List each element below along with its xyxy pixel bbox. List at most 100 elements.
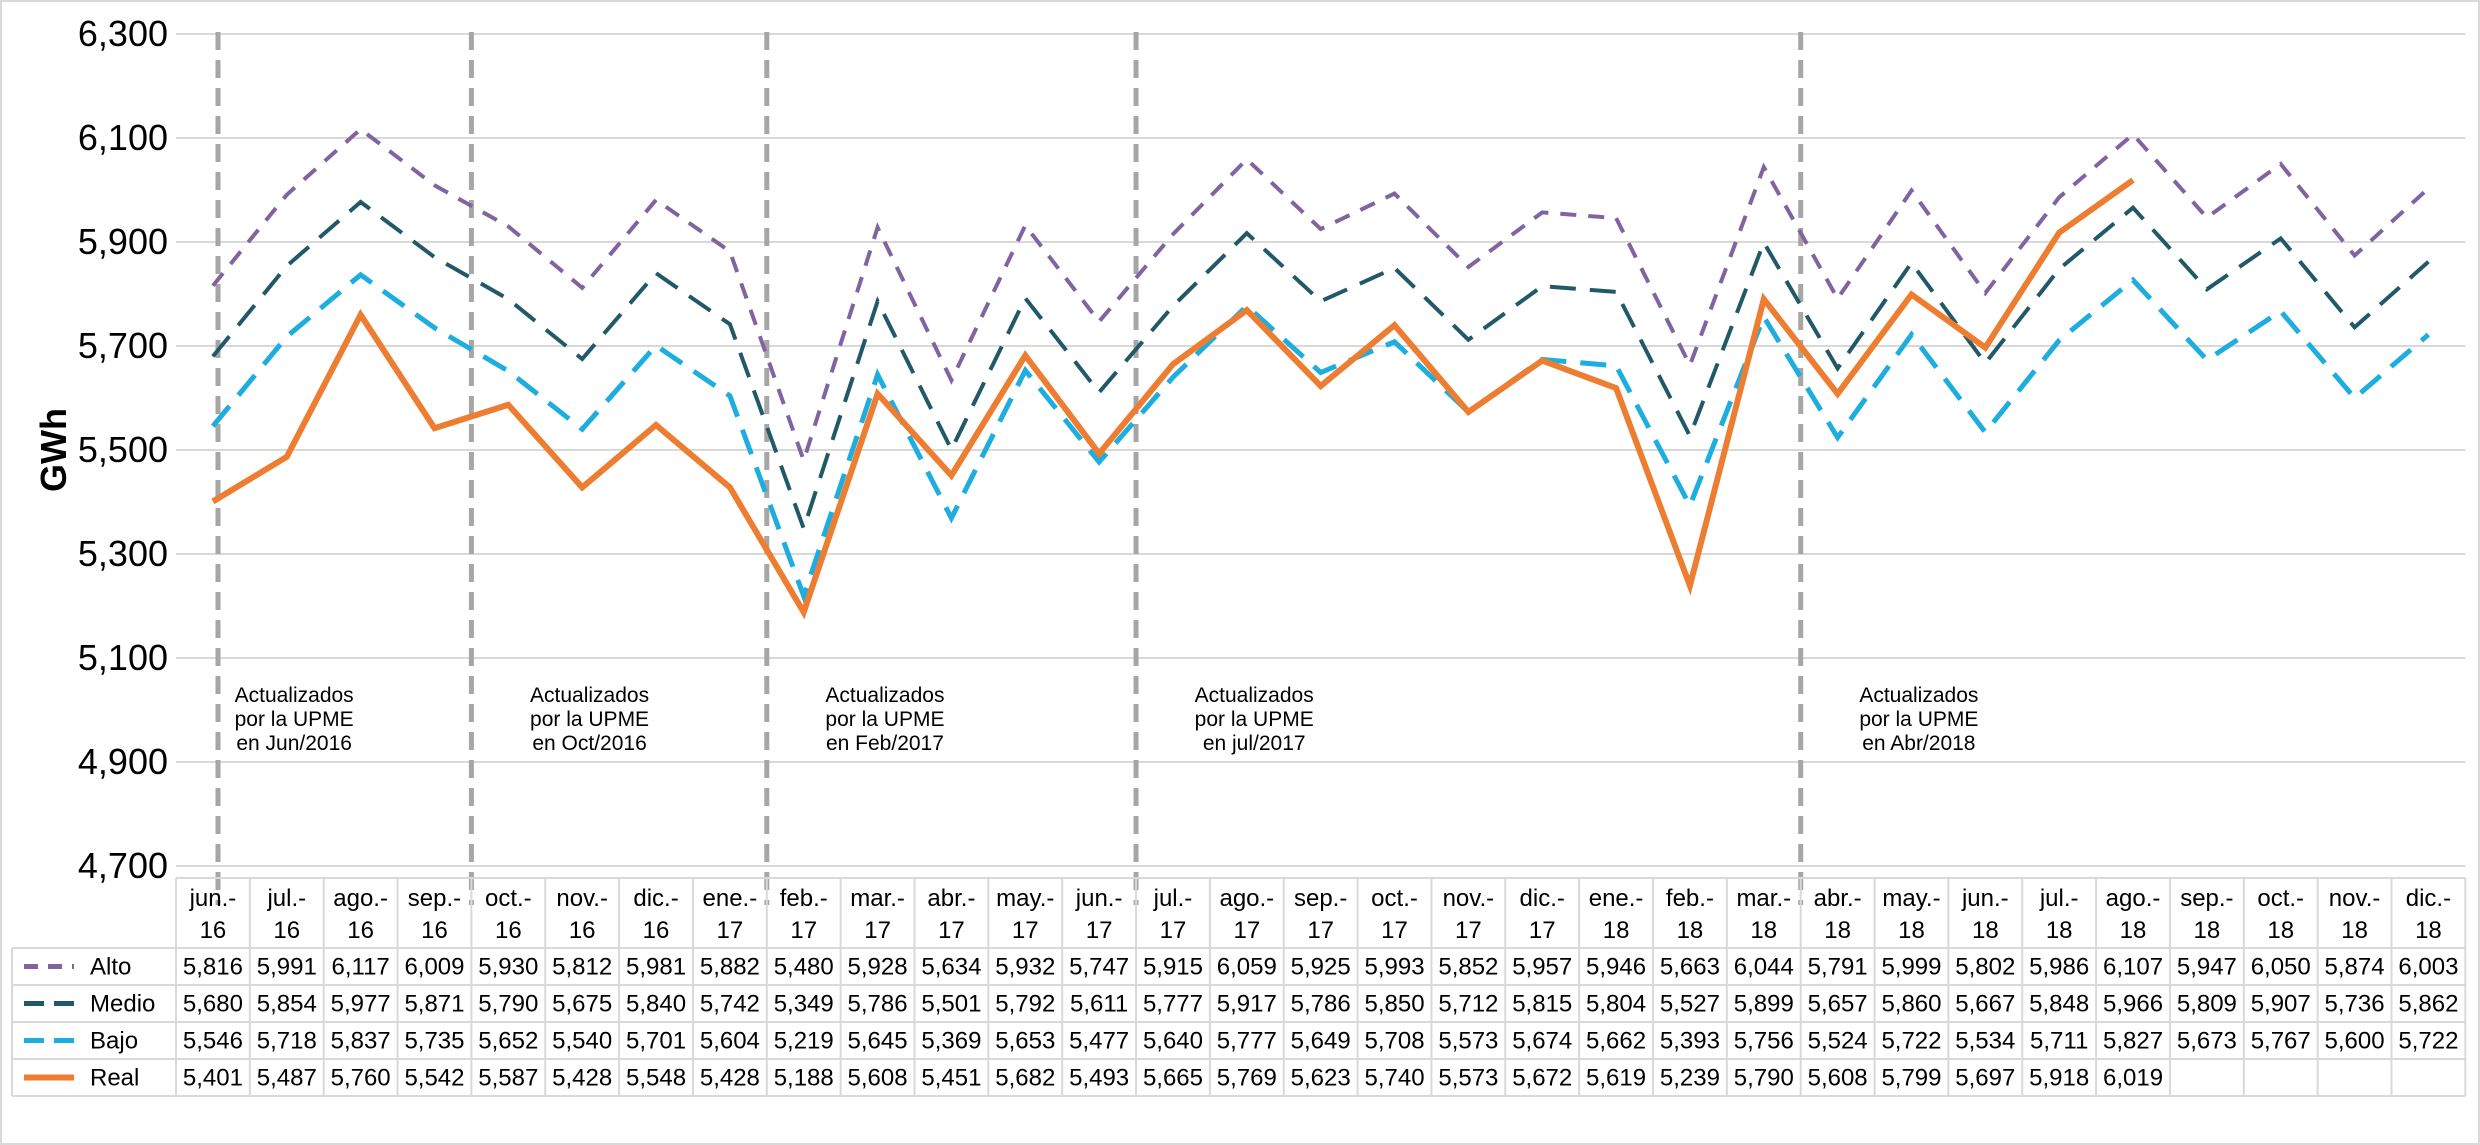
data-table-cell: 6,009 xyxy=(404,954,464,981)
data-table-cell: 5,619 xyxy=(1586,1065,1646,1092)
update-annotation-text: en Oct/2016 xyxy=(532,732,646,755)
x-tick-label-month: jun.- xyxy=(1075,885,1123,912)
x-tick-label-month: jul.- xyxy=(1153,885,1193,912)
x-tick-label-year: 18 xyxy=(1677,917,1704,944)
data-table-cell: 5,827 xyxy=(2103,1028,2163,1055)
data-table-cell: 5,652 xyxy=(478,1028,538,1055)
x-tick-label-month: oct.- xyxy=(2257,885,2304,912)
data-table-cell: 5,534 xyxy=(1955,1028,2015,1055)
update-annotation-text: Actualizados xyxy=(1859,684,1978,707)
data-table-cell: 5,991 xyxy=(257,954,317,981)
x-tick-label-month: dic.- xyxy=(2406,885,2451,912)
data-table-cell: 5,667 xyxy=(1955,991,2015,1018)
x-tick-label-year: 18 xyxy=(2267,917,2294,944)
data-table-cell: 5,219 xyxy=(774,1028,834,1055)
data-table-cell: 5,837 xyxy=(331,1028,391,1055)
data-table-cell: 5,966 xyxy=(2103,991,2163,1018)
x-tick-label-year: 17 xyxy=(1307,917,1334,944)
data-table-cell: 5,840 xyxy=(626,991,686,1018)
x-tick-label-year: 17 xyxy=(717,917,744,944)
x-tick-label-year: 17 xyxy=(864,917,891,944)
data-table-cell: 5,662 xyxy=(1586,1028,1646,1055)
data-table-cell: 5,777 xyxy=(1143,991,1203,1018)
x-tick-label-year: 16 xyxy=(200,917,227,944)
data-table-cell: 5,477 xyxy=(1069,1028,1129,1055)
data-table-cell: 6,044 xyxy=(1734,954,1794,981)
y-tick-label: 6,100 xyxy=(78,117,168,158)
data-table-cell: 5,527 xyxy=(1660,991,1720,1018)
data-table-cell: 5,874 xyxy=(2325,954,2385,981)
data-table-cell: 6,107 xyxy=(2103,954,2163,981)
data-table-cell: 5,882 xyxy=(700,954,760,981)
data-table-cell: 5,675 xyxy=(552,991,612,1018)
x-tick-label-month: mar.- xyxy=(850,885,905,912)
data-table-cell: 5,663 xyxy=(1660,954,1720,981)
data-table-cell: 5,899 xyxy=(1734,991,1794,1018)
data-table-cell: 5,735 xyxy=(404,1028,464,1055)
data-table-cell: 5,792 xyxy=(995,991,1055,1018)
y-axis-label: GWh xyxy=(33,408,74,492)
update-annotation-text: por la UPME xyxy=(825,708,944,731)
x-tick-label-month: sep.- xyxy=(2180,885,2233,912)
x-tick-label-month: jun.- xyxy=(1961,885,2009,912)
data-table-cell: 5,640 xyxy=(1143,1028,1203,1055)
data-table-cell: 5,790 xyxy=(478,991,538,1018)
data-table-cell: 5,809 xyxy=(2177,991,2237,1018)
y-tick-label: 5,100 xyxy=(78,637,168,678)
data-table-cell: 6,019 xyxy=(2103,1065,2163,1092)
data-table-cell: 5,918 xyxy=(2029,1065,2089,1092)
x-tick-label-year: 18 xyxy=(1824,917,1851,944)
update-annotation-text: en Jun/2016 xyxy=(236,732,352,755)
data-table-cell: 6,117 xyxy=(331,954,389,981)
x-tick-label-month: ago.- xyxy=(333,885,388,912)
update-annotation-text: por la UPME xyxy=(1195,708,1314,731)
data-table-cell: 5,742 xyxy=(700,991,760,1018)
data-table-cell: 5,977 xyxy=(331,991,391,1018)
data-table-cell: 5,369 xyxy=(921,1028,981,1055)
x-tick-label-year: 16 xyxy=(495,917,522,944)
data-table-cell: 5,786 xyxy=(1291,991,1351,1018)
x-tick-label-year: 16 xyxy=(421,917,448,944)
data-table-cell: 5,674 xyxy=(1512,1028,1572,1055)
update-annotation-text: por la UPME xyxy=(235,708,354,731)
legend-label-medio: Medio xyxy=(90,991,155,1018)
data-table-cell: 5,634 xyxy=(921,954,981,981)
x-tick-label-year: 16 xyxy=(643,917,670,944)
data-table-cell: 5,957 xyxy=(1512,954,1572,981)
x-tick-label-year: 18 xyxy=(2120,917,2147,944)
update-annotation-text: Actualizados xyxy=(1195,684,1314,707)
data-table-cell: 5,645 xyxy=(848,1028,908,1055)
data-table-cell: 5,852 xyxy=(1438,954,1498,981)
x-tick-label-month: ago.- xyxy=(2106,885,2161,912)
data-table-cell: 5,673 xyxy=(2177,1028,2237,1055)
update-annotation-text: en jul/2017 xyxy=(1203,732,1306,755)
x-tick-label-month: feb.- xyxy=(1666,885,1714,912)
update-annotation-text: Actualizados xyxy=(530,684,649,707)
x-tick-label-month: dic.- xyxy=(1520,885,1565,912)
data-table-cell: 5,907 xyxy=(2251,991,2311,1018)
data-table-cell: 5,777 xyxy=(1217,1028,1277,1055)
x-tick-label-year: 18 xyxy=(1972,917,1999,944)
x-tick-label-year: 17 xyxy=(1233,917,1260,944)
data-table-cell: 5,740 xyxy=(1364,1065,1424,1092)
data-table-cell: 5,747 xyxy=(1069,954,1129,981)
data-table-cell: 5,862 xyxy=(2398,991,2458,1018)
series-line-bajo xyxy=(210,271,2431,604)
data-table-cell: 5,524 xyxy=(1808,1028,1868,1055)
data-table-cell: 5,799 xyxy=(1881,1065,1941,1092)
x-tick-label-year: 17 xyxy=(938,917,965,944)
x-tick-label-month: nov.- xyxy=(2329,885,2381,912)
x-tick-label-year: 17 xyxy=(1012,917,1039,944)
data-table-cell: 5,932 xyxy=(995,954,1055,981)
data-table-cell: 5,540 xyxy=(552,1028,612,1055)
data-table-cell: 5,608 xyxy=(1808,1065,1868,1092)
series-line-alto xyxy=(211,126,2430,467)
data-table-cell: 5,657 xyxy=(1808,991,1868,1018)
data-table-cell: 5,850 xyxy=(1364,991,1424,1018)
x-tick-label-month: may.- xyxy=(996,885,1054,912)
x-tick-label-month: nov.- xyxy=(556,885,608,912)
legend-label-alto: Alto xyxy=(90,954,131,981)
data-table-cell: 5,736 xyxy=(2325,991,2385,1018)
data-table-cell: 5,697 xyxy=(1955,1065,2015,1092)
